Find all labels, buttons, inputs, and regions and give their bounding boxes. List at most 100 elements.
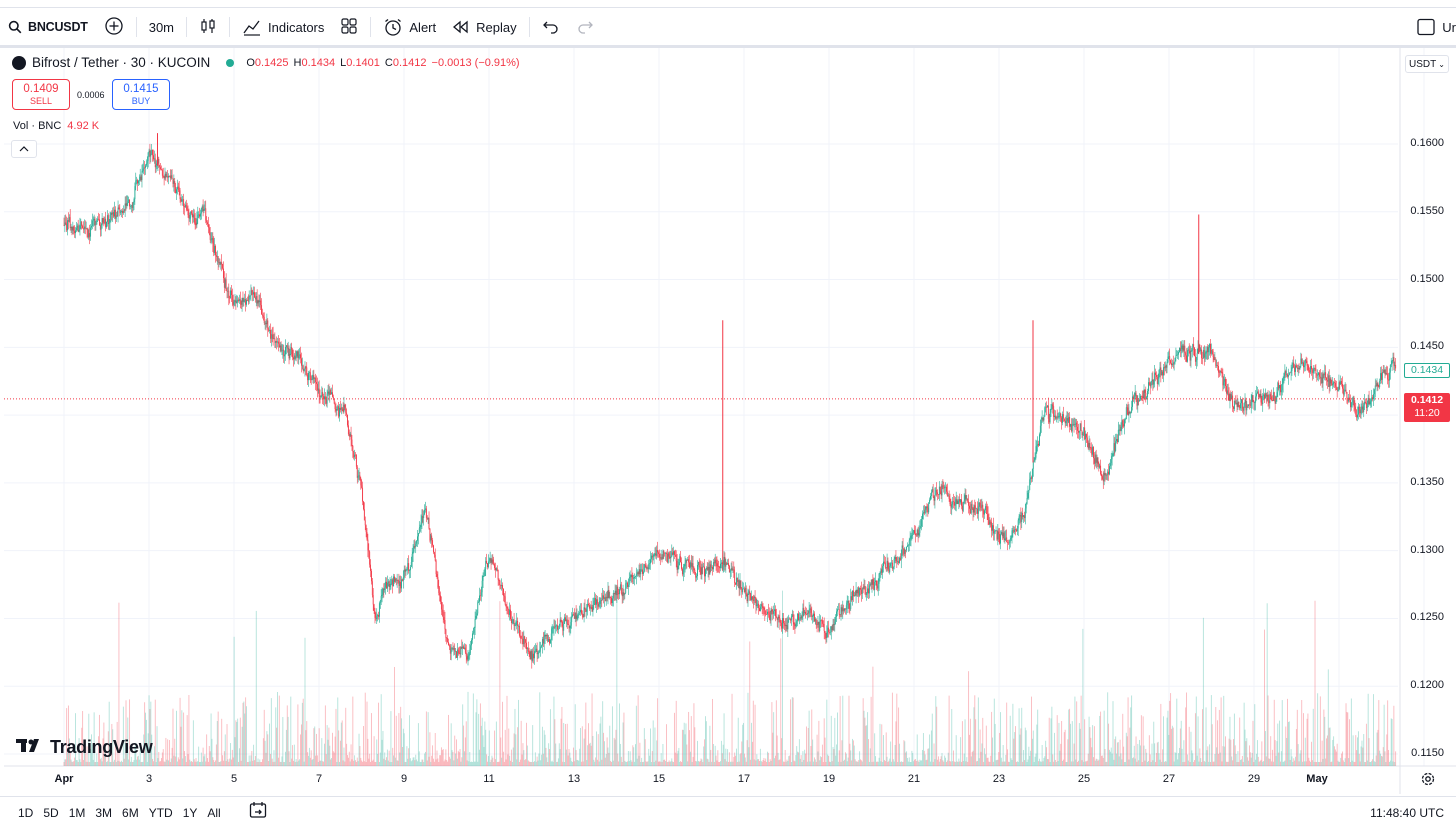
volume-bar — [1018, 708, 1020, 766]
candle-body — [1094, 454, 1096, 464]
candle-body — [1021, 513, 1023, 522]
currency-selector[interactable]: USDT ⌄ — [1405, 55, 1449, 73]
candle-body — [1346, 392, 1348, 399]
range-button[interactable]: 6M — [122, 805, 139, 820]
volume-bar — [117, 760, 119, 766]
volume-bar — [773, 712, 775, 766]
candle-body — [512, 619, 514, 620]
candle-body — [1309, 372, 1311, 373]
candle-body — [1128, 411, 1130, 415]
volume-bar — [514, 708, 516, 766]
candle-body — [469, 649, 471, 654]
volume-bar — [218, 761, 220, 766]
candlestick-chart[interactable] — [4, 48, 1456, 794]
candle-body — [868, 585, 870, 594]
volume-bar — [558, 743, 560, 766]
volume-bar — [647, 761, 649, 766]
candle-body — [375, 617, 377, 619]
range-button[interactable]: 1M — [68, 805, 86, 820]
volume-bar — [254, 756, 256, 766]
volume-bar — [790, 699, 791, 766]
range-button[interactable]: 1Y — [182, 805, 198, 820]
candle-body — [886, 560, 888, 568]
volume-bar — [189, 759, 191, 766]
tradingview-watermark[interactable]: TradingView — [16, 737, 153, 758]
candle-body — [367, 539, 369, 551]
buy-button[interactable]: 0.1415 BUY — [112, 79, 170, 110]
candle-body — [891, 562, 893, 569]
candle-body — [191, 211, 193, 214]
volume-bar — [632, 745, 634, 766]
candle-body — [1083, 427, 1085, 435]
range-button[interactable]: YTD — [148, 805, 173, 820]
volume-bar — [1329, 727, 1331, 766]
candle-body — [729, 570, 731, 573]
range-button[interactable]: 1D — [18, 805, 34, 820]
volume-bar — [166, 759, 168, 766]
candle-body — [593, 601, 595, 606]
volume-bar — [1207, 746, 1209, 766]
volume-bar — [727, 749, 729, 766]
candle-body — [521, 638, 523, 640]
candle-body — [953, 501, 955, 506]
volume-bar — [434, 733, 436, 766]
compare-symbol-button[interactable] — [96, 9, 132, 45]
candles-icon — [199, 17, 217, 38]
interval-button[interactable]: 30m — [148, 19, 175, 35]
volume-bar — [420, 761, 422, 766]
candle-body — [883, 561, 885, 563]
candle-body — [1129, 411, 1131, 414]
candle-body — [292, 349, 294, 358]
candle-body — [1121, 420, 1123, 427]
candle-body — [561, 622, 563, 627]
collapse-legend-button[interactable] — [11, 140, 37, 158]
chart-pane[interactable] — [4, 48, 1456, 794]
volume-bar — [728, 752, 730, 766]
symbol-search-button[interactable]: BNCUSDT — [0, 9, 96, 45]
candle-body — [1005, 537, 1007, 539]
chevron-up-icon — [19, 144, 29, 155]
redo-button[interactable] — [568, 9, 602, 45]
volume-bar — [548, 743, 550, 766]
candle-body — [203, 209, 205, 211]
utc-clock[interactable]: 11:48:40 UTC — [1370, 806, 1444, 820]
candle-body — [542, 638, 544, 644]
volume-bar — [226, 724, 228, 766]
volume-bar — [1046, 758, 1048, 766]
volume-bar — [569, 752, 571, 766]
legend-title[interactable]: Bifrost / Tether · 30 · KUCOIN — [32, 55, 211, 70]
volume-bar — [320, 760, 322, 766]
volume-bar — [219, 761, 221, 766]
volume-bar — [653, 762, 655, 766]
volume-bar — [1020, 728, 1022, 766]
candle-body — [1204, 353, 1206, 358]
time-tick-label: May — [1306, 773, 1328, 785]
unnamed-layout-button[interactable]: Ur — [1408, 9, 1456, 45]
candle-body — [751, 596, 752, 601]
volume-bar — [865, 725, 867, 766]
replay-button[interactable]: Replay — [444, 9, 524, 45]
volume-bar — [523, 750, 525, 766]
volume-bar — [1165, 761, 1167, 766]
range-button[interactable]: 3M — [95, 805, 113, 820]
candle-body — [766, 614, 768, 615]
undo-icon — [542, 18, 560, 37]
templates-button[interactable] — [332, 9, 366, 45]
chart-type-button[interactable] — [191, 9, 225, 45]
candle-body — [808, 609, 810, 614]
volume-bar — [551, 760, 553, 766]
alert-button[interactable]: Alert — [375, 9, 444, 45]
indicators-button[interactable]: Indicators — [234, 9, 332, 45]
candle-body — [1122, 420, 1124, 425]
range-button[interactable]: All — [207, 805, 221, 820]
date-range-button[interactable] — [248, 800, 268, 825]
range-button[interactable]: 5D — [43, 805, 59, 820]
volume-bar — [387, 760, 389, 766]
sell-button[interactable]: 0.1409 SELL — [12, 79, 70, 110]
candle-body — [1351, 398, 1353, 403]
candle-body — [675, 554, 677, 561]
chart-settings-button[interactable] — [1420, 771, 1436, 792]
candle-body — [1015, 529, 1016, 530]
volume-bar — [319, 760, 321, 766]
undo-button[interactable] — [534, 9, 568, 45]
